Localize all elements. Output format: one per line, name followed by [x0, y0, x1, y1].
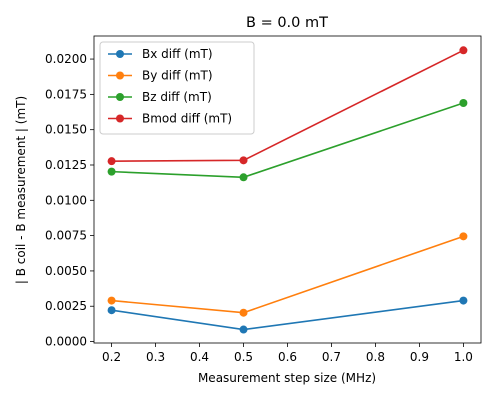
- data-point-2-0: [108, 168, 116, 176]
- x-tick-label-2: 0.4: [190, 350, 209, 364]
- legend-label-2: Bz diff (mT): [142, 90, 212, 104]
- data-point-2-1: [240, 173, 248, 181]
- legend-label-0: Bx diff (mT): [142, 47, 213, 61]
- data-point-1-2: [459, 232, 467, 240]
- x-tick-label-3: 0.5: [234, 350, 253, 364]
- y-tick-label-7: 0.0175: [45, 87, 87, 101]
- x-tick-label-5: 0.7: [322, 350, 341, 364]
- data-point-0-2: [459, 297, 467, 305]
- data-point-3-2: [459, 46, 467, 54]
- y-axis-label: | B coil - B measurement | (mT): [14, 96, 28, 284]
- legend-label-1: By diff (mT): [142, 69, 213, 83]
- x-tick-label-0: 0.2: [102, 350, 121, 364]
- y-tick-label-4: 0.0100: [45, 193, 87, 207]
- data-point-1-0: [108, 297, 116, 305]
- y-tick-label-8: 0.0200: [45, 52, 87, 66]
- legend-label-3: Bmod diff (mT): [142, 112, 232, 126]
- legend-marker-2: [116, 93, 124, 101]
- x-tick-label-6: 0.8: [366, 350, 385, 364]
- y-tick-label-2: 0.0050: [45, 264, 87, 278]
- x-tick-label-8: 1.0: [454, 350, 473, 364]
- legend-marker-0: [116, 50, 124, 58]
- data-point-3-1: [240, 156, 248, 164]
- data-point-1-1: [240, 309, 248, 317]
- data-point-0-0: [108, 306, 116, 314]
- y-tick-label-0: 0.0000: [45, 335, 87, 349]
- data-point-2-2: [459, 99, 467, 107]
- x-axis-label: Measurement step size (MHz): [198, 371, 376, 385]
- data-point-0-1: [240, 326, 248, 334]
- y-tick-label-3: 0.0075: [45, 229, 87, 243]
- y-tick-label-6: 0.0150: [45, 123, 87, 137]
- x-tick-label-4: 0.6: [278, 350, 297, 364]
- legend-marker-1: [116, 72, 124, 80]
- legend: Bx diff (mT) By diff (mT) Bz diff (mT) Bmod…: [100, 42, 254, 134]
- x-tick-label-1: 0.3: [146, 350, 165, 364]
- data-point-3-0: [108, 157, 116, 165]
- y-tick-label-5: 0.0125: [45, 158, 87, 172]
- legend-marker-3: [116, 115, 124, 123]
- x-tick-label-7: 0.9: [410, 350, 429, 364]
- chart-title: B = 0.0 mT: [246, 15, 328, 31]
- y-tick-label-1: 0.0025: [45, 299, 87, 313]
